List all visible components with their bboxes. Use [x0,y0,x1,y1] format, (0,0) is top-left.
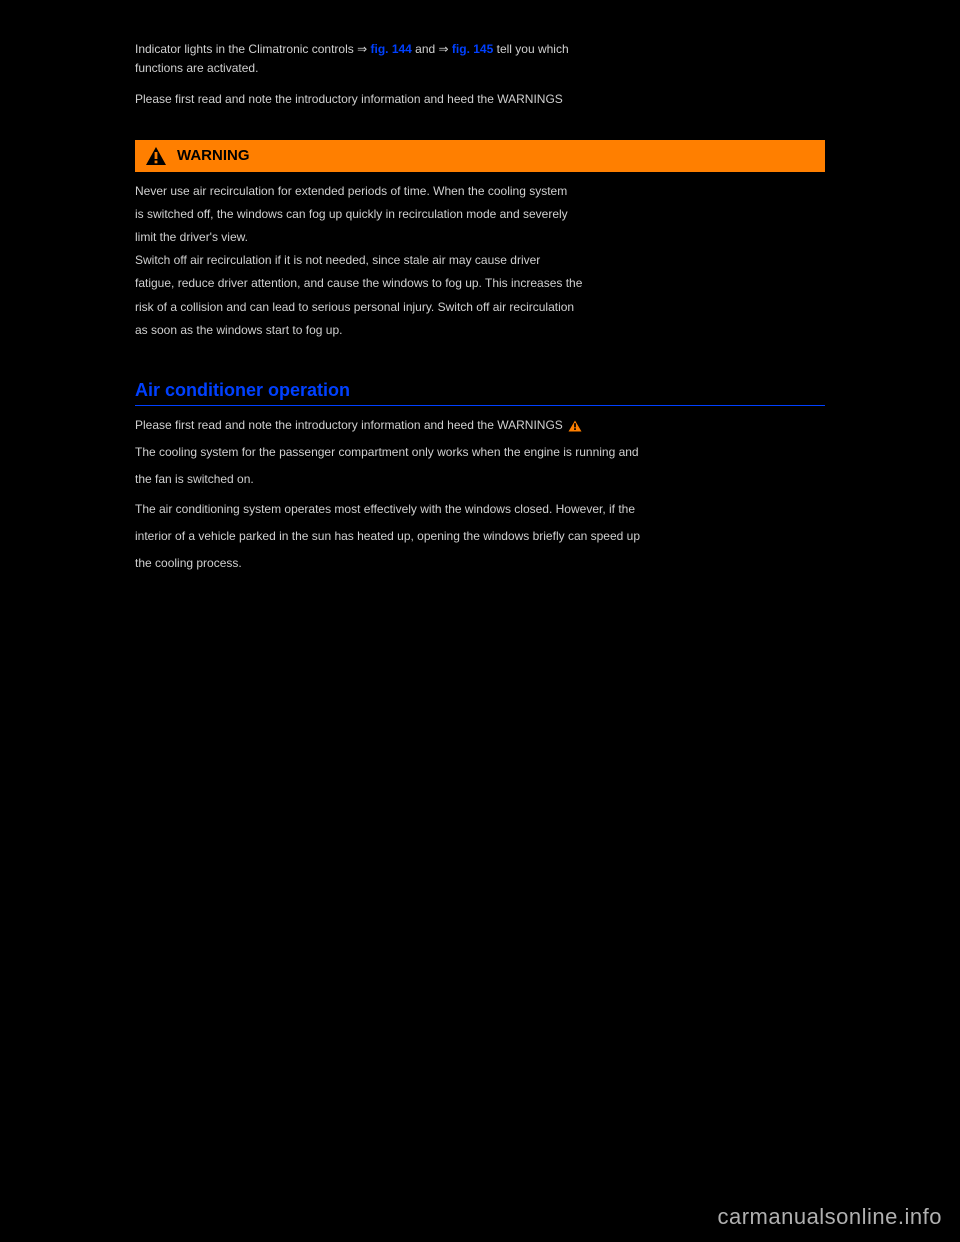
body-line: The air conditioning system operates mos… [135,500,825,519]
section-title: Air conditioner operation [135,380,825,406]
warning-label: WARNING [177,147,250,164]
warning-line: limit the driver's view. [135,228,825,247]
warning-text-block: Never use air recirculation for extended… [135,182,825,340]
body-line: Please first read and note the introduct… [135,418,566,432]
warning-line: fatigue, reduce driver attention, and ca… [135,274,825,293]
fig-link-144[interactable]: fig. 144 [370,42,411,56]
header-text: tell you which [493,42,568,56]
body-line: the fan is switched on. [135,470,825,489]
header-block: Indicator lights in the Climatronic cont… [135,40,825,110]
fig-link-145[interactable]: fig. 145 [452,42,493,56]
header-text: Please first read and note the introduct… [135,90,825,109]
warning-line: as soon as the windows start to fog up. [135,321,825,340]
warning-triangle-icon [568,416,582,435]
watermark: carmanualsonline.info [717,1204,942,1230]
warning-box: WARNING [135,140,825,172]
warning-line: risk of a collision and can lead to seri… [135,298,825,317]
warning-line: is switched off, the windows can fog up … [135,205,825,224]
header-text: Indicator lights in the Climatronic cont… [135,42,370,56]
body-line: The cooling system for the passenger com… [135,443,825,462]
body-line: interior of a vehicle parked in the sun … [135,527,825,546]
warning-line: Switch off air recirculation if it is no… [135,251,825,270]
body-line: the cooling process. [135,554,825,573]
warning-line: Never use air recirculation for extended… [135,182,825,201]
header-text: functions are activated. [135,59,825,78]
document-page: Indicator lights in the Climatronic cont… [0,0,960,621]
warning-icon [145,146,167,166]
section-body: Please first read and note the introduct… [135,416,825,573]
header-text: and ⇒ [412,42,452,56]
